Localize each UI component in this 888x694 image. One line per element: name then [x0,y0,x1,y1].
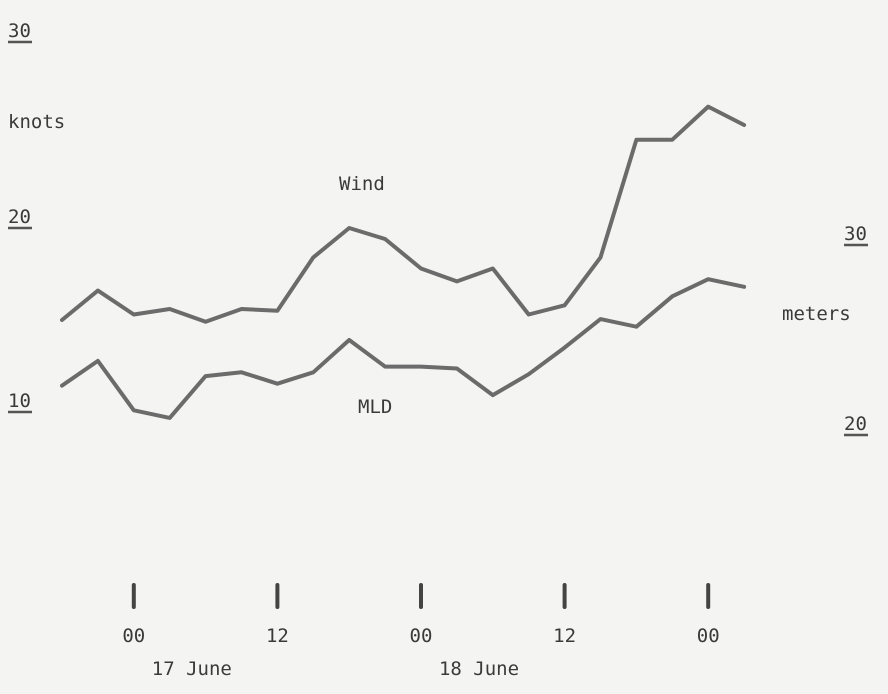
series-lines [60,104,747,420]
series-line-mld [60,277,747,420]
left-axis-tick-label-10: 10 [8,390,31,412]
x-date-label-0: 17 June [152,658,232,680]
wind-series-label: Wind [339,173,385,195]
left-axis-tick-label-20: 20 [8,206,31,228]
x-tick-label-1: 12 [266,625,289,647]
x-tick-label-0: 00 [122,625,145,647]
x-date-label-2: 18 June [439,658,519,680]
right-axis-tick-label-20: 20 [844,413,867,435]
x-axis-ticks: 00 17 June 12 00 18 June 12 00 [122,583,720,680]
left-axis-tick-label-30: 30 [8,20,31,42]
right-axis-title: meters [782,303,851,325]
left-axis-title: knots [8,111,65,133]
x-tick-label-3: 12 [553,625,576,647]
x-tick-label-2: 00 [410,625,433,647]
series-line-wind [60,104,747,324]
x-tick-label-4: 00 [697,625,720,647]
mld-series-label: MLD [358,396,392,418]
right-axis-tick-label-30: 30 [844,223,867,245]
